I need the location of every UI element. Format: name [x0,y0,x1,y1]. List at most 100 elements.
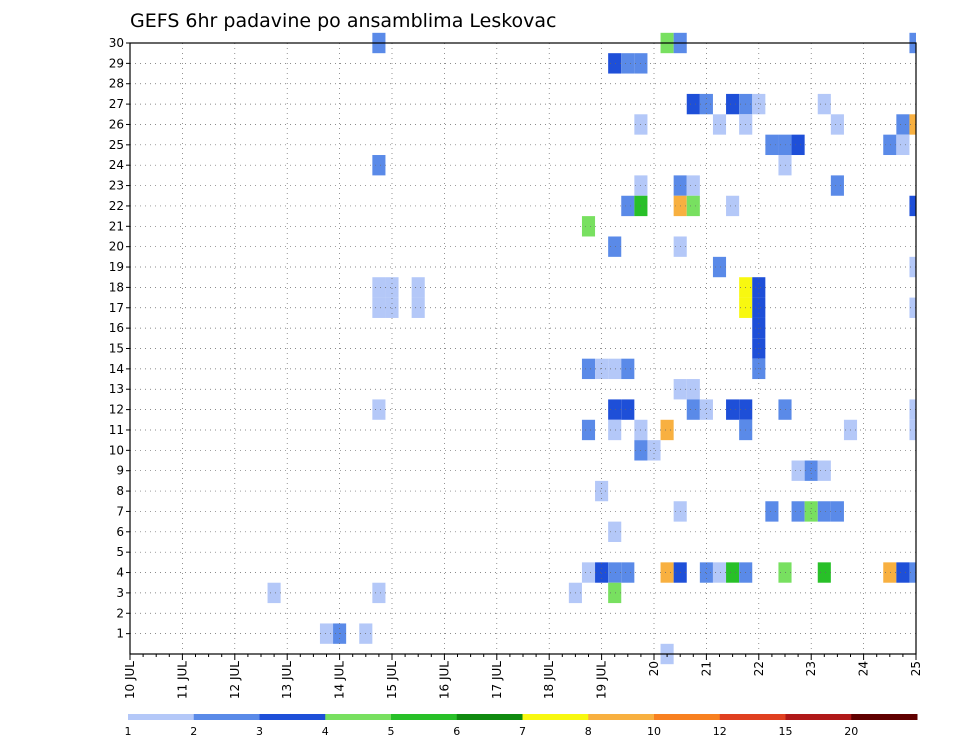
heatmap-cell [372,277,386,298]
heatmap-cell [909,114,916,135]
x-tick-label: 10 JUL [123,661,137,699]
chart-title: GEFS 6hr padavine po ansamblima Leskovac [130,10,557,32]
y-tick-label: 4 [116,566,124,580]
colorbar-swatch [522,714,589,720]
heatmap-cell [765,134,779,156]
y-tick-label: 2 [116,606,124,620]
colorbar-label: 6 [453,725,460,738]
heatmap-cell [804,501,818,522]
heatmap-cell [621,358,635,380]
x-tick-label: 22 [752,661,766,676]
heatmap-cell [830,175,844,196]
heatmap-cell [621,399,635,420]
colorbar: 1 2 3 4 5 6 7 8 10 12 15 20 [125,714,918,738]
x-tick-label: 17 JUL [490,661,504,699]
y-tick-label: 30 [109,36,124,50]
heatmap-cell [686,399,700,420]
heatmap-cell [726,93,740,115]
colorbar-swatch [654,714,721,720]
colorbar-swatch [588,714,655,720]
heatmap-cell [909,297,916,318]
heatmap-cell [791,460,805,481]
colorbar-swatch [193,714,260,720]
heatmap-cell [595,562,609,583]
x-tick-label: 21 [699,661,713,676]
heatmap-cell [372,155,386,176]
heatmap-cell [608,53,622,74]
colorbar-label: 8 [585,725,592,738]
colorbar-swatch [719,714,786,720]
y-tick-label: 12 [109,403,124,417]
x-tick-label: 12 JUL [228,661,242,699]
heatmap-cell [712,256,727,278]
heatmap-cell [817,562,831,583]
heatmap-cell [896,562,910,583]
heatmap-cell [660,419,674,441]
heatmap-cell [608,358,622,380]
heatmap-cell [267,582,281,604]
heatmap-cell [883,562,897,583]
heatmap-cell [595,480,609,502]
heatmap-cell [896,114,910,135]
x-tick-label: 13 JUL [280,661,294,699]
x-tick-label: 20 [647,661,661,676]
y-tick-label: 1 [116,627,124,641]
heatmap-cell [817,460,831,481]
colorbar-swatch [851,714,918,720]
heatmap-cell [765,501,779,522]
colorbar-label: 10 [647,725,661,738]
heatmap-cell [608,521,622,542]
heatmap-cell [319,623,334,644]
heatmap-cell [896,134,910,156]
colorbar-label: 1 [125,725,132,738]
heatmap-cell [712,114,727,135]
heatmap-cell [686,195,700,217]
heatmap-cells [267,32,916,665]
heatmap-cell [608,236,622,257]
colorbar-label: 20 [844,725,858,738]
heatmap-cell [372,399,386,420]
y-tick-label: 3 [116,586,124,600]
y-tick-label: 18 [109,280,124,294]
y-tick-label: 29 [109,56,124,70]
x-tick-label: 24 [857,661,871,676]
heatmap-cell [712,562,727,583]
heatmap-cell [909,562,916,583]
heatmap-cell [726,562,740,583]
colorbar-label: 4 [322,725,329,738]
heatmap-cell [699,562,713,583]
y-tick-label: 23 [109,179,124,193]
heatmap-cell [752,93,766,115]
colorbar-swatch [391,714,458,720]
heatmap-cell [752,297,766,318]
heatmap-cell [411,277,425,298]
heatmap-cell [817,93,831,115]
heatmap-cell [909,419,916,441]
x-axis: 10 JUL 11 JUL 12 JUL 13 JUL 14 JUL 15 JUL 16 J… [123,654,923,699]
heatmap-cell [686,379,700,400]
heatmap-cell [647,440,661,461]
heatmap-cell [608,399,622,420]
colorbar-label: 3 [256,725,263,738]
heatmap-cell [608,562,622,583]
heatmap-cell [660,562,674,583]
y-tick-label: 27 [109,97,124,111]
y-tick-label: 22 [109,199,124,213]
colorbar-label: 15 [779,725,793,738]
heatmap-cell [686,93,700,115]
colorbar-label: 7 [519,725,526,738]
heatmap-cell [372,297,386,318]
heatmap-cell [883,134,897,156]
heatmap-cell [726,399,740,420]
heatmap-cell [621,53,635,74]
colorbar-label: 12 [713,725,727,738]
heatmap-cell [830,114,844,135]
y-tick-label: 26 [109,117,124,131]
y-tick-label: 6 [116,525,124,539]
y-tick-label: 9 [116,464,124,478]
y-tick-label: 28 [109,77,124,91]
heatmap-cell [830,501,844,522]
y-tick-label: 13 [109,382,124,396]
y-tick-label: 15 [109,342,124,356]
